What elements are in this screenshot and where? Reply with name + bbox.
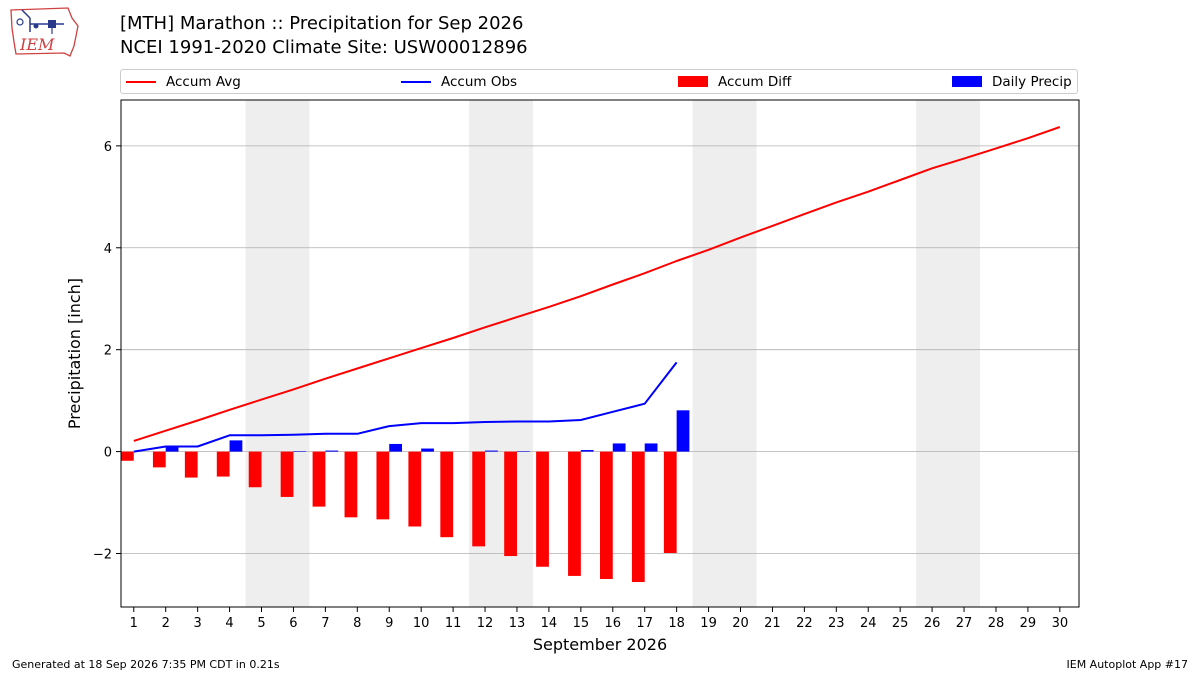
legend-item-accum-obs: Accum Obs xyxy=(401,73,541,91)
accum-diff-bar-10 xyxy=(408,451,422,527)
legend-item-accum-avg: Accum Avg xyxy=(126,73,266,91)
daily-precip-bar-6 xyxy=(293,451,307,452)
logo-text: IEM xyxy=(19,35,55,54)
x-tick-label-15: 15 xyxy=(573,616,590,631)
y-tick-label-2: 2 xyxy=(104,344,112,359)
x-tick-label-9: 9 xyxy=(385,616,393,631)
accum-diff-bar-4 xyxy=(216,451,230,477)
accum-diff-bar-7 xyxy=(312,451,326,507)
x-tick-label-27: 27 xyxy=(956,616,973,631)
y-tick-label-4: 4 xyxy=(104,242,112,257)
legend-label-accum-avg: Accum Avg xyxy=(166,74,241,90)
accum-diff-bar-1 xyxy=(121,451,134,461)
accum-diff-bar-14 xyxy=(536,451,549,567)
plot-frame xyxy=(120,99,1080,608)
x-tick-label-21: 21 xyxy=(764,616,781,631)
chart-subtitle: NCEI 1991-2020 Climate Site: USW00012896 xyxy=(120,37,528,58)
bar-layer xyxy=(121,410,690,583)
x-tick-label-26: 26 xyxy=(924,616,941,631)
daily-precip-bar-17 xyxy=(644,443,658,452)
x-tick-label-7: 7 xyxy=(321,616,329,631)
daily-precip-bar-10 xyxy=(421,448,434,452)
accum-diff-bar-13 xyxy=(504,451,517,557)
daily-precip-bar-7 xyxy=(325,450,339,452)
legend-swatch-accum-avg xyxy=(126,81,156,83)
weekend-shade-3 xyxy=(692,100,757,607)
daily-precip-bar-16 xyxy=(612,443,626,452)
chart-title: [MTH] Marathon :: Precipitation for Sep … xyxy=(120,13,524,34)
weekend-shading-layer xyxy=(245,100,981,607)
accum-diff-bar-6 xyxy=(280,451,294,497)
x-tick-label-13: 13 xyxy=(509,616,526,631)
weekend-shade-4 xyxy=(916,100,981,607)
x-tick-label-30: 30 xyxy=(1052,616,1069,631)
chart-legend: Accum Avg Accum Obs Accum Diff Daily Pre… xyxy=(120,69,1078,94)
x-tick-label-28: 28 xyxy=(988,616,1005,631)
y-tick-label-6: 6 xyxy=(104,140,112,155)
x-tick-label-25: 25 xyxy=(892,616,909,631)
accum-diff-bar-3 xyxy=(184,451,198,478)
legend-swatch-accum-obs xyxy=(401,81,431,83)
app-credit: IEM Autoplot App #17 xyxy=(1066,658,1189,671)
accum-diff-bar-5 xyxy=(248,451,262,488)
daily-precip-bar-9 xyxy=(389,443,403,452)
x-tick-label-5: 5 xyxy=(257,616,265,631)
x-tick-label-4: 4 xyxy=(225,616,233,631)
accum-diff-bar-15 xyxy=(568,451,581,576)
legend-item-accum-diff: Accum Diff xyxy=(678,73,818,91)
accum-diff-bar-18 xyxy=(663,451,677,553)
accum-avg-line xyxy=(133,126,1061,442)
x-tick-label-16: 16 xyxy=(604,616,621,631)
iowa-weather-station-logo-icon: IEM xyxy=(10,7,79,57)
accum-diff-bar-8 xyxy=(344,451,358,518)
x-axis-title: September 2026 xyxy=(533,635,667,654)
legend-item-daily-precip: Daily Precip xyxy=(952,73,1077,91)
x-tick-label-18: 18 xyxy=(668,616,685,631)
daily-precip-bar-12 xyxy=(485,450,498,452)
legend-swatch-accum-diff xyxy=(678,76,708,87)
daily-precip-bar-18 xyxy=(676,410,690,452)
legend-label-daily-precip: Daily Precip xyxy=(992,74,1072,90)
y-tick-label--2: −2 xyxy=(93,547,112,562)
x-tick-label-20: 20 xyxy=(732,616,749,631)
x-tick-label-3: 3 xyxy=(193,616,201,631)
x-tick-label-17: 17 xyxy=(636,616,653,631)
generated-timestamp: Generated at 18 Sep 2026 7:35 PM CDT in … xyxy=(12,658,280,671)
daily-precip-bar-4 xyxy=(229,440,243,452)
x-tick-label-10: 10 xyxy=(413,616,430,631)
accum-diff-bar-17 xyxy=(631,451,645,583)
x-tick-label-29: 29 xyxy=(1020,616,1037,631)
x-tick-label-8: 8 xyxy=(353,616,361,631)
x-tick-label-11: 11 xyxy=(445,616,462,631)
daily-precip-bar-13 xyxy=(516,451,530,452)
legend-label-accum-obs: Accum Obs xyxy=(441,74,518,90)
accum-diff-bar-2 xyxy=(152,451,166,468)
x-tick-label-23: 23 xyxy=(828,616,845,631)
x-tick-label-2: 2 xyxy=(162,616,170,631)
x-tick-label-14: 14 xyxy=(541,616,558,631)
accum-diff-bar-11 xyxy=(440,451,454,538)
x-tick-label-22: 22 xyxy=(796,616,813,631)
accum-diff-bar-16 xyxy=(600,451,613,579)
x-tick-label-6: 6 xyxy=(289,616,297,631)
x-tick-label-19: 19 xyxy=(700,616,717,631)
accum-obs-line xyxy=(133,361,678,453)
line-layer xyxy=(133,126,1061,453)
x-tick-label-24: 24 xyxy=(860,616,877,631)
daily-precip-bar-2 xyxy=(165,446,179,452)
y-axis-title: Precipitation [inch] xyxy=(65,278,84,429)
weekend-shade-1 xyxy=(245,100,310,607)
x-tick-label-12: 12 xyxy=(477,616,494,631)
axis-layer: 1 2 3 4 5 6 7 8 9 10 11 12 13 14 15 16 17 18 19 20 21 22 23 24 2… xyxy=(93,140,1068,631)
accum-diff-bar-12 xyxy=(472,451,486,547)
x-tick-label-1: 1 xyxy=(130,616,138,631)
iem-logo: IEM xyxy=(8,6,80,64)
legend-swatch-daily-precip xyxy=(952,76,982,87)
daily-precip-bar-15 xyxy=(580,450,594,452)
y-tick-label-0: 0 xyxy=(104,446,112,461)
accum-diff-bar-9 xyxy=(376,451,390,520)
legend-label-accum-diff: Accum Diff xyxy=(718,74,792,90)
